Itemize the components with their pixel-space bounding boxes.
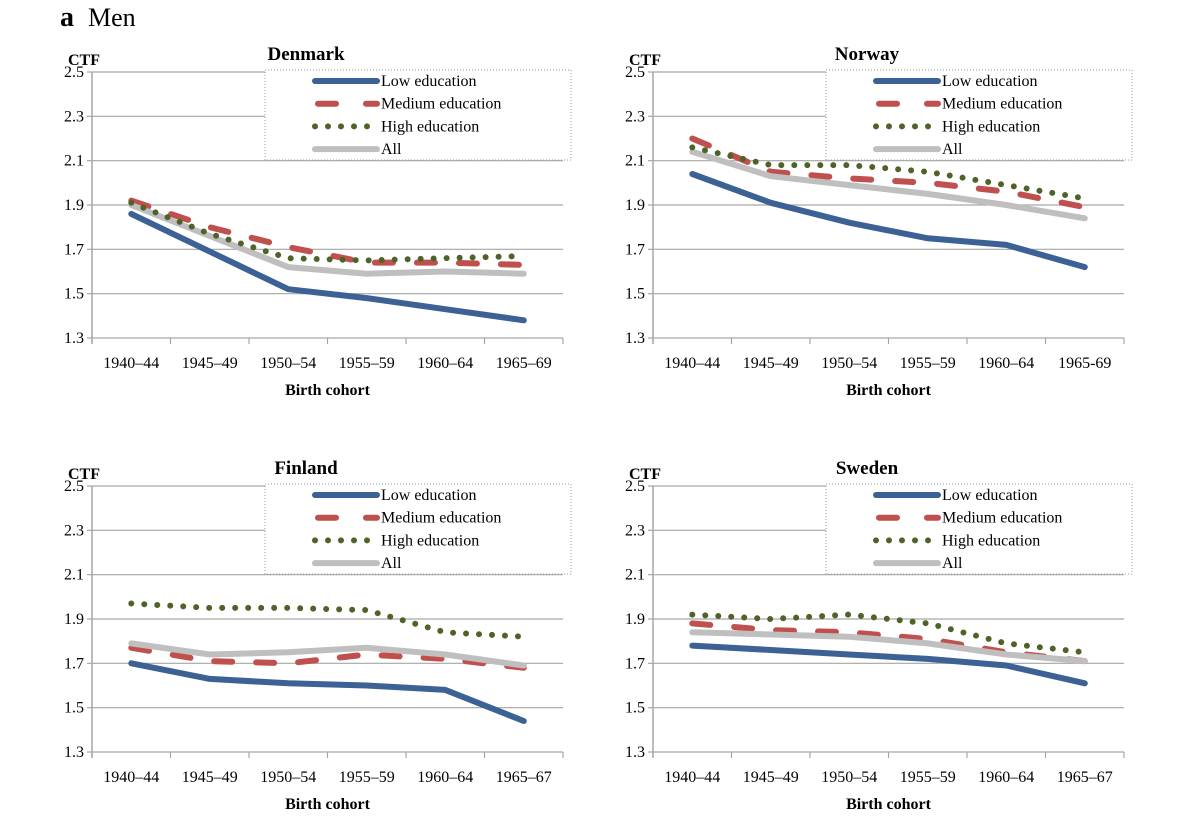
x-tick-label: 1955–59 xyxy=(900,769,956,786)
panel-title: Norway xyxy=(835,44,900,65)
legend-label-medium: Medium education xyxy=(942,96,1062,113)
legend-label-all: All xyxy=(381,555,402,572)
x-tick-label: 1945–49 xyxy=(182,355,238,372)
x-tick-label: 1940–44 xyxy=(103,355,159,372)
x-tick-label: 1950–54 xyxy=(260,355,316,372)
y-tick-label: 1.7 xyxy=(625,241,645,258)
series-all-norway xyxy=(692,152,1085,219)
x-tick-label: 1955–59 xyxy=(339,355,395,372)
legend-label-low: Low education xyxy=(942,487,1038,504)
y-tick-label: 2.3 xyxy=(64,108,84,125)
legend-label-high: High education xyxy=(381,532,479,549)
y-tick-label: 1.5 xyxy=(64,286,84,303)
y-tick-label: 2.3 xyxy=(625,108,645,125)
legend-label-medium: Medium education xyxy=(381,510,501,527)
x-tick-label: 1965-69 xyxy=(1058,355,1111,372)
legend-label-high: High education xyxy=(381,118,479,135)
series-high-finland xyxy=(131,604,524,637)
x-axis-label: Birth cohort xyxy=(846,382,932,399)
x-tick-label: 1950–54 xyxy=(821,355,877,372)
x-axis-label: Birth cohort xyxy=(285,382,371,399)
y-tick-label: 1.9 xyxy=(64,611,84,628)
y-tick-label: 1.7 xyxy=(64,655,84,672)
panel-title: Sweden xyxy=(836,458,899,479)
figure-label: a xyxy=(60,2,74,33)
y-tick-label: 2.1 xyxy=(625,567,645,584)
y-tick-label: 2.3 xyxy=(64,522,84,539)
legend-label-medium: Medium education xyxy=(381,96,501,113)
x-tick-label: 1950–54 xyxy=(260,769,316,786)
x-tick-label: 1965–69 xyxy=(496,355,552,372)
y-tick-label: 2.1 xyxy=(64,153,84,170)
x-tick-label: 1940–44 xyxy=(664,355,720,372)
series-medium-denmark xyxy=(131,201,524,265)
y-tick-label: 1.7 xyxy=(625,655,645,672)
legend: Low education Medium education High educat… xyxy=(826,484,1132,574)
legend-label-all: All xyxy=(942,141,963,158)
y-tick-label: 1.3 xyxy=(625,744,645,761)
panel-title: Denmark xyxy=(267,44,344,65)
y-tick-label: 1.5 xyxy=(625,286,645,303)
legend-label-high: High education xyxy=(942,532,1040,549)
y-tick-label: 1.9 xyxy=(625,197,645,214)
y-axis-label: CTF xyxy=(629,52,661,69)
series-low-finland xyxy=(131,663,524,721)
y-axis-label: CTF xyxy=(68,52,100,69)
x-tick-label: 1940–44 xyxy=(103,769,159,786)
y-tick-label: 1.9 xyxy=(625,611,645,628)
x-tick-label: 1960–64 xyxy=(417,769,473,786)
x-axis-label: Birth cohort xyxy=(846,796,932,813)
y-tick-label: 2.3 xyxy=(625,522,645,539)
legend: Low education Medium education High educat… xyxy=(265,70,571,160)
y-tick-label: 1.5 xyxy=(625,700,645,717)
x-tick-label: 1960–64 xyxy=(417,355,473,372)
legend-label-low: Low education xyxy=(381,487,477,504)
legend-label-low: Low education xyxy=(381,73,477,90)
legend: Low education Medium education High educat… xyxy=(265,484,571,574)
series-low-sweden xyxy=(692,646,1085,684)
x-tick-label: 1945–49 xyxy=(743,355,799,372)
y-axis-label: CTF xyxy=(629,466,661,483)
legend-label-all: All xyxy=(942,555,963,572)
x-axis-label: Birth cohort xyxy=(285,796,371,813)
y-axis-label: CTF xyxy=(68,466,100,483)
x-tick-label: 1960–64 xyxy=(978,769,1034,786)
panel-title: Finland xyxy=(274,458,338,479)
figure-title: Men xyxy=(88,3,136,32)
legend-label-low: Low education xyxy=(942,73,1038,90)
y-tick-label: 1.7 xyxy=(64,241,84,258)
y-tick-label: 1.3 xyxy=(64,330,84,347)
legend-label-high: High education xyxy=(942,118,1040,135)
y-tick-label: 1.3 xyxy=(625,330,645,347)
x-tick-label: 1945–49 xyxy=(743,769,799,786)
series-high-denmark xyxy=(131,203,524,261)
x-tick-label: 1965–67 xyxy=(1057,769,1113,786)
y-tick-label: 1.3 xyxy=(64,744,84,761)
x-tick-label: 1955–59 xyxy=(900,355,956,372)
x-tick-label: 1960–64 xyxy=(978,355,1034,372)
x-tick-label: 1945–49 xyxy=(182,769,238,786)
x-tick-label: 1955–59 xyxy=(339,769,395,786)
y-tick-label: 2.1 xyxy=(64,567,84,584)
x-tick-label: 1940–44 xyxy=(664,769,720,786)
legend-label-medium: Medium education xyxy=(942,510,1062,527)
x-tick-label: 1965–67 xyxy=(496,769,552,786)
y-tick-label: 1.5 xyxy=(64,700,84,717)
legend-label-all: All xyxy=(381,141,402,158)
y-tick-label: 2.1 xyxy=(625,153,645,170)
legend: Low education Medium education High educat… xyxy=(826,70,1132,160)
x-tick-label: 1950–54 xyxy=(821,769,877,786)
y-tick-label: 1.9 xyxy=(64,197,84,214)
